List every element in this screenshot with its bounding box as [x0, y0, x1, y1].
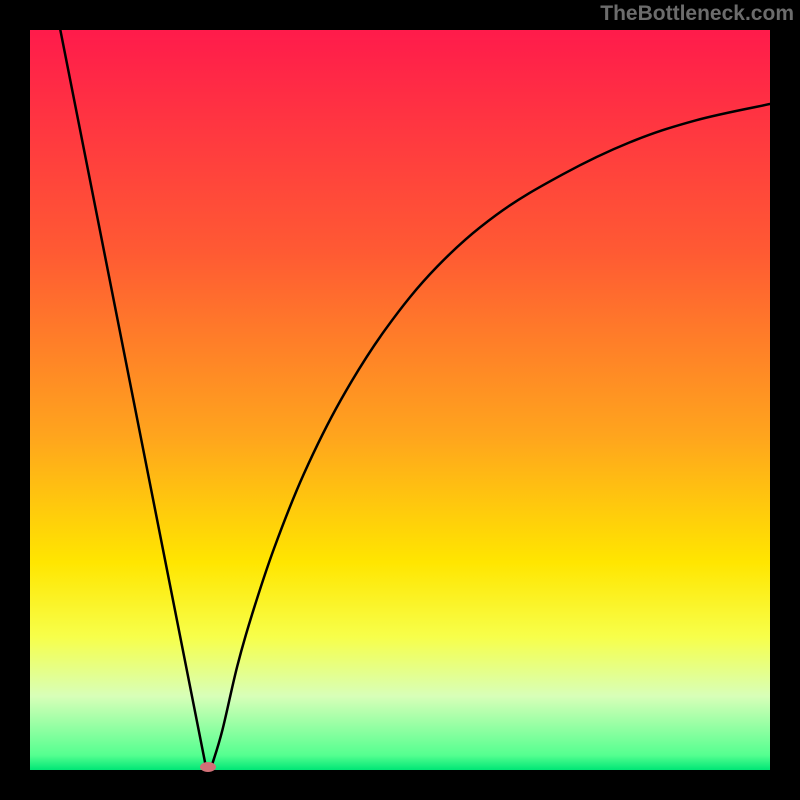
minimum-marker [200, 762, 216, 772]
heatmap-background [30, 30, 770, 770]
attribution-text: TheBottleneck.com [600, 2, 794, 26]
chart-frame: TheBottleneck.com [0, 0, 800, 800]
curve-path [60, 30, 770, 765]
bottleneck-curve [30, 30, 770, 770]
